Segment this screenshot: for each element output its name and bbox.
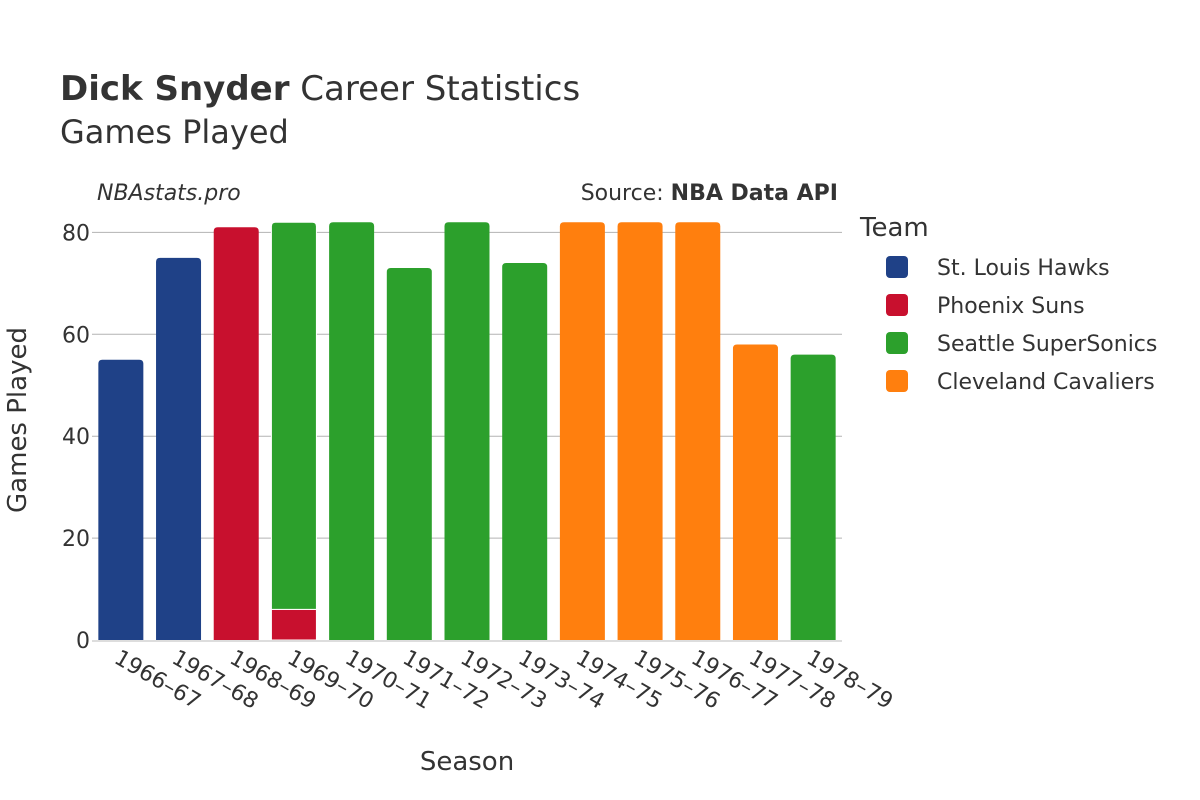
legend-swatch	[886, 332, 908, 354]
chart-title: Dick Snyder Career Statistics	[60, 69, 580, 109]
legend: Team St. Louis Hawks Phoenix Suns Seattle …	[859, 213, 1157, 395]
source-text: Source: NBA Data API	[581, 181, 838, 206]
legend-items: St. Louis Hawks Phoenix Suns Seattle Super…	[886, 256, 1157, 395]
bar-st-louis-hawks-1966–67	[98, 359, 144, 640]
legend-item-label: St. Louis Hawks	[937, 256, 1110, 281]
bar-seattle-supersonics-1970–71	[329, 222, 375, 640]
legend-swatch	[886, 370, 908, 392]
bar-seattle-supersonics-1971–72	[386, 268, 432, 640]
bar-cleveland-cavaliers-1977–78	[732, 344, 778, 640]
bar-seattle-supersonics-1969–70	[270, 221, 317, 610]
y-tick-label: 0	[76, 629, 90, 654]
bar-cleveland-cavaliers-1975–76	[617, 222, 663, 640]
bars	[98, 221, 836, 641]
bar-seattle-supersonics-1973–74	[502, 262, 548, 640]
x-axis-title: Season	[420, 747, 514, 777]
bar-phoenix-suns-1969–70	[270, 608, 318, 641]
watermark-text: NBAstats.pro	[97, 181, 241, 206]
source-name: NBA Data API	[671, 181, 838, 206]
bar-phoenix-suns-1968–69	[213, 227, 259, 641]
legend-swatch	[886, 294, 908, 316]
y-tick-label: 80	[62, 221, 90, 246]
chart-subtitle: Games Played	[60, 113, 289, 151]
source-prefix: Source:	[581, 181, 671, 206]
y-axis-title: Games Played	[3, 327, 33, 513]
x-axis-ticks: 1966–671967–681968–691969–701970–711971–…	[110, 646, 897, 715]
y-axis-ticks: 0 20 40 60 80	[62, 221, 90, 654]
bar-seattle-supersonics-1978–79	[790, 354, 836, 640]
legend-item-label: Seattle SuperSonics	[937, 332, 1157, 357]
title-suffix: Career Statistics	[290, 69, 581, 109]
title-player-name: Dick Snyder	[60, 69, 290, 109]
legend-item-label: Cleveland Cavaliers	[937, 370, 1155, 395]
bar-cleveland-cavaliers-1974–75	[559, 222, 605, 640]
y-tick-label: 20	[62, 527, 90, 552]
legend-swatch	[886, 256, 908, 278]
bar-st-louis-hawks-1967–68	[156, 257, 202, 640]
bar-cleveland-cavaliers-1976–77	[675, 222, 721, 640]
legend-title: Team	[859, 213, 929, 243]
y-tick-label: 40	[62, 425, 90, 450]
legend-item-label: Phoenix Suns	[937, 294, 1085, 319]
bar-seattle-supersonics-1972–73	[444, 222, 490, 640]
y-tick-label: 60	[62, 323, 90, 348]
